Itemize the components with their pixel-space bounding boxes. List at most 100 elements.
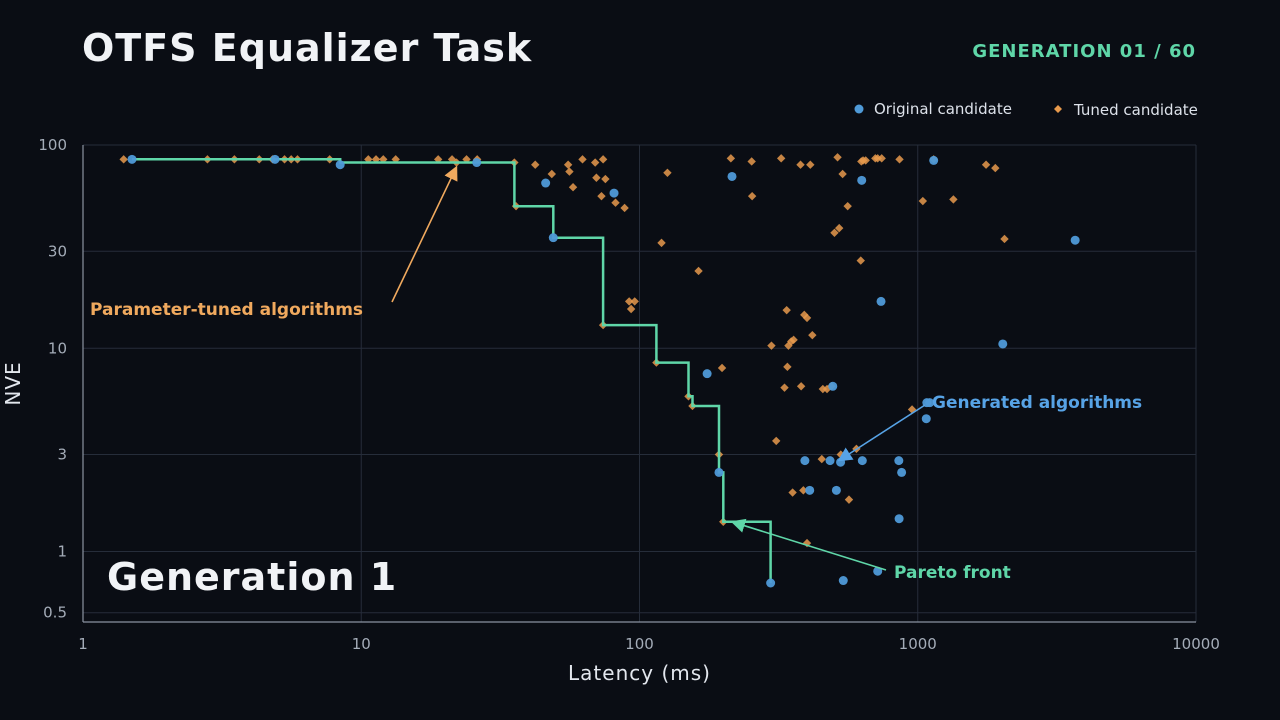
original-point (857, 456, 867, 466)
original-point (541, 178, 551, 188)
original-point (998, 339, 1008, 349)
tuned-point (747, 157, 756, 166)
x-axis-label: Latency (ms) (568, 661, 711, 685)
original-point (702, 369, 712, 379)
tuned-point (1000, 234, 1009, 244)
tuned-point (747, 191, 757, 201)
tuned-point (861, 156, 870, 165)
tuned-point (462, 155, 471, 164)
generated-annotation-arrow (837, 404, 926, 462)
tuned-point (783, 362, 792, 372)
generated-annotation-label: Generated algorithms (932, 393, 1142, 413)
original-point (828, 381, 838, 391)
pareto-front-line (132, 158, 772, 583)
x-tick-label: 1000 (899, 635, 937, 653)
tuned-point (799, 486, 808, 495)
original-point (805, 485, 815, 495)
tuned-point (119, 155, 128, 164)
tuned-annotation-arrow (391, 165, 458, 303)
tuned-point (568, 182, 578, 192)
tuned-point (833, 153, 842, 162)
tuned-point (531, 160, 540, 169)
tuned-point (592, 173, 601, 182)
tuned-point (782, 305, 791, 315)
tuned-point (597, 191, 606, 201)
original-point (800, 456, 810, 466)
tuned-point (949, 195, 958, 204)
tuned-point (726, 154, 736, 163)
original-point (1070, 235, 1080, 245)
y-tick-label: 100 (38, 136, 67, 154)
tuned-point (830, 228, 839, 237)
tuned-point (834, 223, 844, 233)
tuned-point (822, 384, 832, 394)
tuned-point (981, 160, 991, 169)
legend-tuned-label: Tuned candidate (1073, 101, 1198, 119)
original-point (727, 171, 737, 181)
tuned-point (657, 238, 666, 248)
tuned-point (806, 160, 815, 169)
tuned-point (802, 313, 812, 323)
tuned-point (991, 163, 1000, 173)
tuned-point (776, 154, 786, 163)
x-tick-label: 100 (625, 635, 654, 653)
original-point (897, 467, 907, 477)
tuned-point (563, 160, 573, 169)
original-point (472, 158, 482, 168)
tuned-point (717, 363, 727, 373)
original-point (548, 233, 558, 243)
stage-label: Generation 1 (107, 555, 397, 599)
tuned-point (630, 297, 639, 306)
tuned-point (844, 495, 854, 504)
legend-original-marker (854, 104, 864, 114)
tuned-point (598, 155, 608, 164)
generation-counter: GENERATION 01 / 60 (972, 41, 1196, 62)
original-point (838, 576, 848, 586)
original-point (335, 160, 345, 170)
x-tick-label: 10 (352, 635, 371, 653)
y-tick-label: 1 (57, 543, 67, 561)
tuned-point (788, 488, 797, 497)
pareto-annotation-label: Pareto front (894, 563, 1011, 583)
tuned-point (789, 335, 798, 345)
tuned-point (838, 169, 847, 179)
original-point (929, 155, 939, 165)
tuned-point (601, 174, 610, 184)
tuned-point (808, 330, 817, 340)
tuned-point (767, 341, 776, 350)
tuned-point (780, 383, 789, 392)
original-point (894, 514, 904, 524)
tuned-point (796, 160, 805, 169)
tuned-point (877, 154, 886, 163)
original-point (894, 456, 904, 466)
original-point (714, 467, 724, 477)
original-point (921, 414, 931, 424)
x-tick-label: 1 (78, 635, 88, 653)
tuned-point (843, 201, 852, 211)
original-point (873, 566, 883, 576)
y-tick-label: 0.5 (43, 604, 67, 622)
tuned-annotation-label: Parameter-tuned algorithms (90, 300, 363, 320)
original-point (925, 398, 935, 408)
tuned-point (578, 155, 587, 164)
original-point (127, 154, 137, 164)
legend-original-label: Original candidate (874, 100, 1012, 118)
y-tick-label: 30 (48, 242, 67, 260)
original-point (609, 188, 619, 198)
tuned-point (620, 203, 629, 213)
tuned-point (817, 454, 826, 464)
tuned-point (626, 304, 636, 314)
tuned-point (772, 436, 781, 446)
original-point (876, 296, 886, 306)
x-tick-label: 10000 (1172, 635, 1220, 653)
tuned-point (611, 198, 620, 207)
tuned-point (547, 169, 557, 179)
pareto-annotation-arrow (730, 518, 887, 571)
tuned-point (856, 256, 865, 265)
tuned-point (694, 266, 703, 276)
tuned-point (663, 168, 672, 177)
y-tick-label: 10 (48, 339, 67, 357)
legend-tuned-marker (1054, 105, 1062, 113)
original-point (831, 485, 841, 495)
